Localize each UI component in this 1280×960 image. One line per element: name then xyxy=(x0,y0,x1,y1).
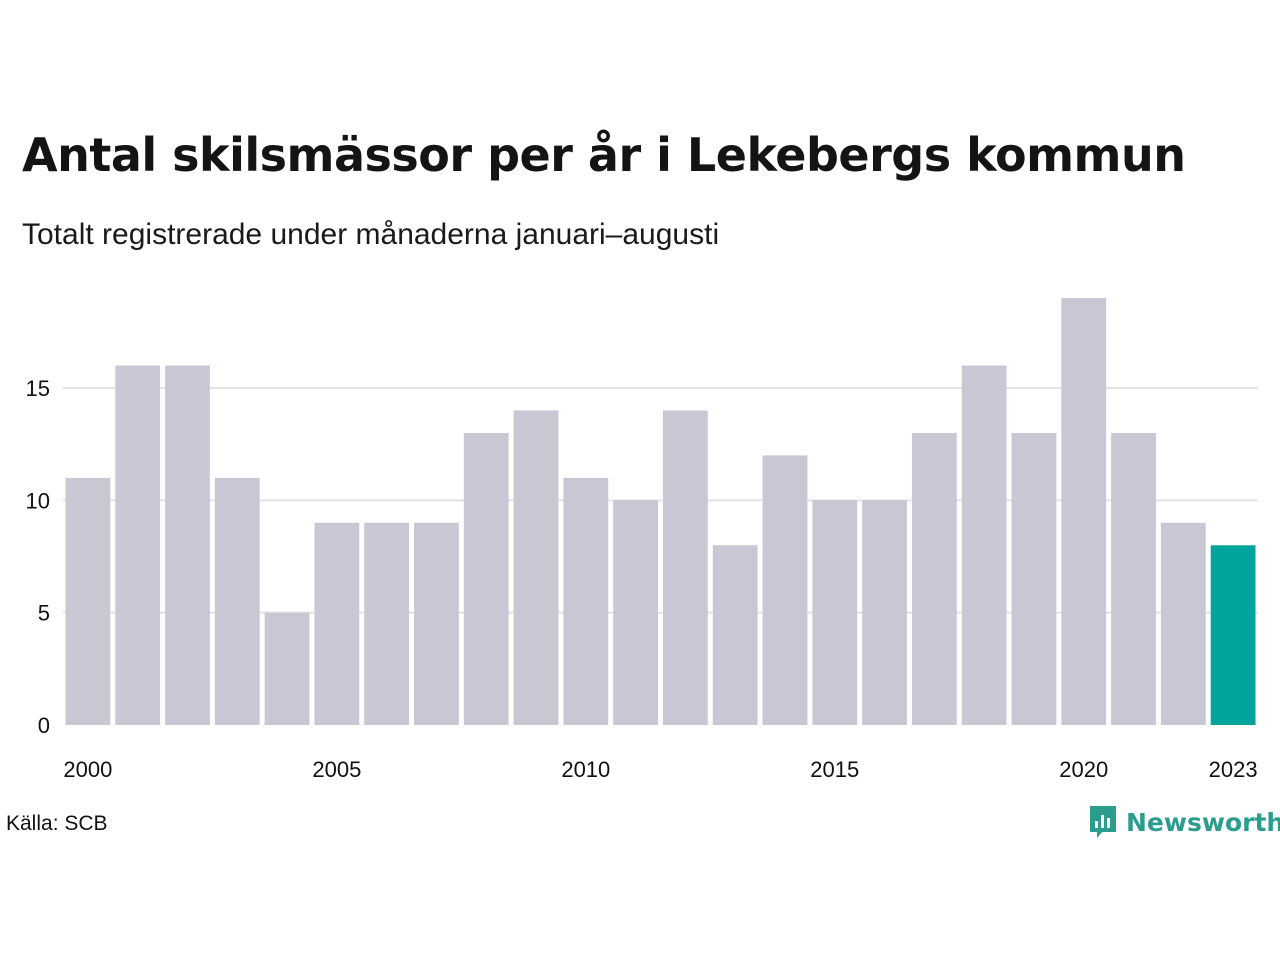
y-tick-label: 0 xyxy=(38,713,50,738)
chart-subtitle: Totalt registrerade under månaderna janu… xyxy=(22,218,720,251)
bar-2023 xyxy=(1210,545,1256,725)
bar-chart-speech-bubble-icon xyxy=(1090,806,1116,838)
bar-2004 xyxy=(264,612,310,725)
bar-2003 xyxy=(214,477,260,725)
bar-2010 xyxy=(563,477,609,725)
bar-2017 xyxy=(911,432,957,725)
x-tick-label: 2023 xyxy=(1209,757,1258,782)
source-note: Källa: SCB xyxy=(6,812,108,835)
bar-2005 xyxy=(314,522,360,725)
bar-2018 xyxy=(961,365,1007,725)
bar-2013 xyxy=(712,545,758,725)
bar-2000 xyxy=(65,477,111,725)
x-tick-label: 2000 xyxy=(63,757,112,782)
bar-2021 xyxy=(1111,432,1156,725)
bar-2002 xyxy=(165,365,210,725)
y-tick-label: 10 xyxy=(26,488,50,513)
bar-2019 xyxy=(1011,432,1057,725)
brand-name: Newsworthy xyxy=(1126,807,1280,837)
x-tick-label: 2010 xyxy=(561,757,610,782)
bar-2009 xyxy=(513,410,559,725)
bar-chart: 0 5 10 15 2000 2005 2010 2015 2020 2023 xyxy=(26,298,1258,782)
bar-2015 xyxy=(812,500,858,725)
bar-2014 xyxy=(762,455,808,725)
bar-2022 xyxy=(1160,522,1206,725)
chart-title: Antal skilsmässor per år i Lekebergs kom… xyxy=(22,128,1186,182)
newsworthy-logo: Newsworthy xyxy=(1088,804,1280,840)
bar-2020 xyxy=(1061,298,1107,725)
bar-2001 xyxy=(115,365,161,725)
x-tick-label: 2005 xyxy=(312,757,361,782)
y-tick-label: 15 xyxy=(26,376,50,401)
x-tick-label: 2020 xyxy=(1059,757,1108,782)
bar-2012 xyxy=(663,410,708,725)
bar-2008 xyxy=(463,432,509,725)
bar-2007 xyxy=(414,522,459,725)
x-tick-label: 2015 xyxy=(810,757,859,782)
bar-2011 xyxy=(613,500,658,725)
bar-2006 xyxy=(364,522,410,725)
y-tick-label: 5 xyxy=(38,601,50,626)
bar-2016 xyxy=(862,500,907,725)
